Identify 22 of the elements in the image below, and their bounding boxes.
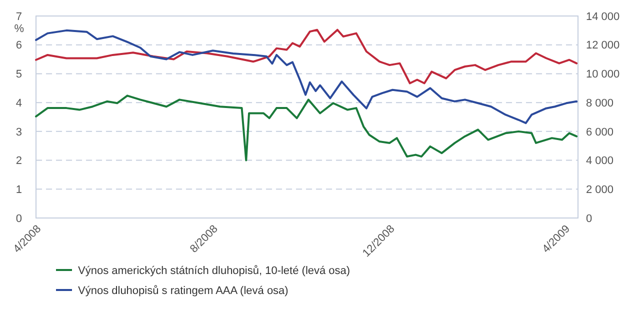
legend-label: Výnos amerických státních dluhopisů, 10-leté (levá osa) xyxy=(78,264,350,277)
y-tick-label: 4 xyxy=(16,97,22,110)
line-series xyxy=(35,94,578,162)
y2-tick-label: 4 000 xyxy=(586,155,614,168)
y2-tick-label: 6 000 xyxy=(586,126,614,138)
y-tick-label: 3 xyxy=(16,126,22,138)
y2-tick-label: 8 000 xyxy=(586,97,614,110)
legend-label: Výnos dluhopisů s ratingem AAA (levá osa) xyxy=(78,284,288,297)
y2-tick-label: 2 000 xyxy=(586,184,614,196)
y2-tick-label: 0 xyxy=(586,212,592,225)
y-tick-label: 1 xyxy=(16,184,22,196)
y-tick-label: 7 xyxy=(16,10,22,23)
y2-tick-label: 10 000 xyxy=(586,68,620,81)
y-tick-label: 0 xyxy=(16,212,22,225)
line-series xyxy=(35,29,578,124)
y-tick-label: 2 xyxy=(16,155,22,168)
line-series xyxy=(35,28,578,84)
y2-tick-label: 14 000 xyxy=(586,10,620,23)
y-axis-title: % xyxy=(14,23,24,35)
y-tick-label: 5 xyxy=(16,68,22,81)
y2-tick-label: 12 000 xyxy=(586,40,620,52)
y-tick-label: 6 xyxy=(16,40,22,52)
